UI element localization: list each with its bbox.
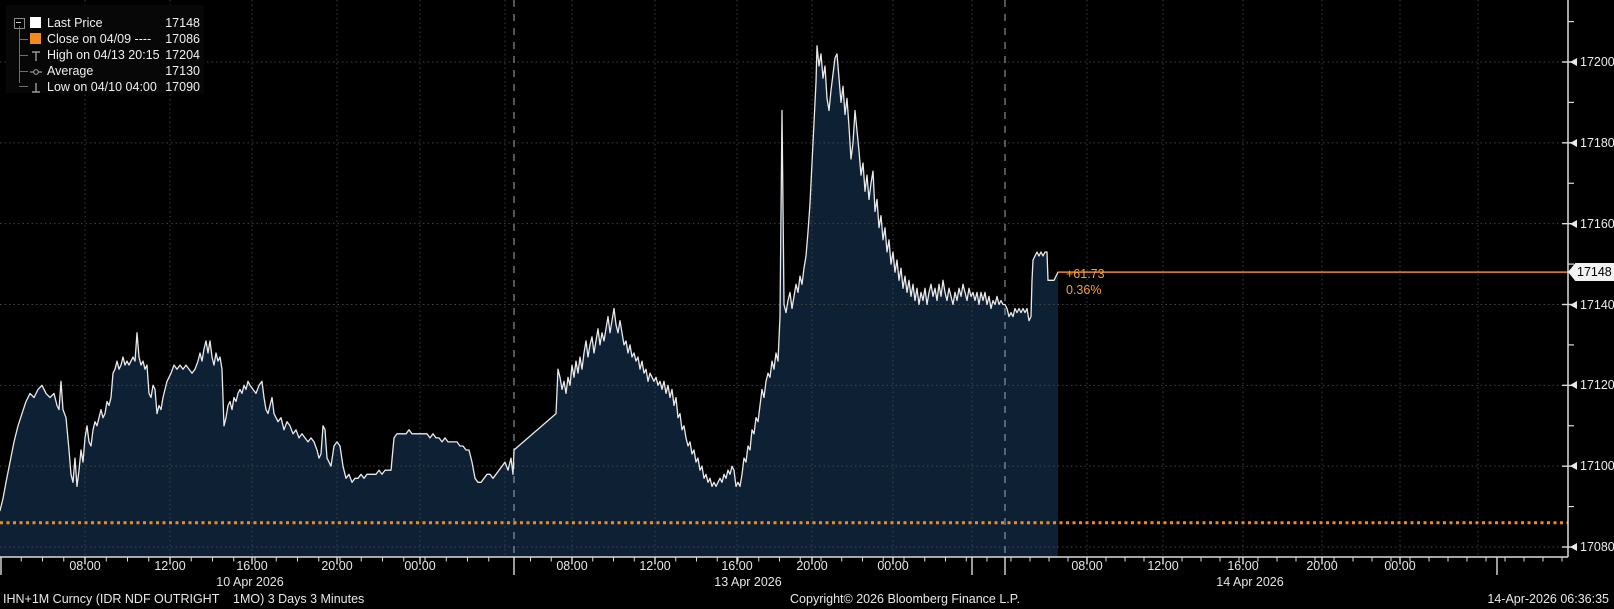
price-line bbox=[0, 45, 1059, 512]
last-price-swatch-icon bbox=[30, 17, 42, 29]
y-label-arrow-icon bbox=[1570, 381, 1577, 390]
legend-row-high[interactable]: High on 04/13 20:15 17204 bbox=[6, 47, 204, 63]
legend-value: 17130 bbox=[165, 64, 200, 78]
change-value: +61.73 bbox=[1066, 267, 1105, 281]
y-label-arrow-icon bbox=[1570, 138, 1577, 147]
legend-value: 17148 bbox=[165, 16, 200, 30]
x-tick-label: 08:00 bbox=[69, 559, 101, 573]
legend-label: Last Price bbox=[47, 16, 103, 30]
y-label-arrow-icon bbox=[1570, 58, 1577, 66]
close-swatch-icon bbox=[30, 33, 42, 45]
last-price-axis-tag[interactable]: 17148 bbox=[1568, 263, 1614, 281]
x-tick-label: 16:00 bbox=[236, 559, 268, 573]
x-tick-label: 16:00 bbox=[1227, 559, 1259, 573]
x-tick-label: 12:00 bbox=[639, 559, 671, 573]
x-tick-label: 00:00 bbox=[877, 559, 909, 573]
x-tick-label: 20:00 bbox=[796, 559, 828, 573]
y-axis-label: 17200 bbox=[1580, 55, 1614, 69]
legend-row-low[interactable]: Low on 04/10 04:00 17090 bbox=[6, 79, 204, 95]
legend-value: 17086 bbox=[165, 32, 200, 46]
x-tick-label: 08:00 bbox=[556, 559, 588, 573]
legend-row-last-price[interactable]: Last Price 17148 bbox=[6, 15, 204, 31]
x-tick-label: 00:00 bbox=[404, 559, 436, 573]
y-label-arrow-icon bbox=[1570, 462, 1577, 471]
date-label: 14 Apr 2026 bbox=[1216, 575, 1284, 589]
legend-label: Low on 04/10 04:00 bbox=[47, 80, 157, 94]
legend-row-average[interactable]: Average 17130 bbox=[6, 63, 204, 79]
legend-label: High on 04/13 20:15 bbox=[47, 48, 160, 62]
legend-label: Average bbox=[47, 64, 94, 78]
x-tick-label: 00:00 bbox=[1384, 559, 1416, 573]
legend-panel: Last Price 17148 Close on 04/09 ---- 170… bbox=[6, 5, 204, 95]
y-axis-label: 17140 bbox=[1580, 297, 1614, 312]
high-marker-icon bbox=[30, 49, 42, 61]
y-axis-label: 17100 bbox=[1580, 459, 1614, 474]
y-label-arrow-icon bbox=[1570, 219, 1577, 228]
legend-value: 17090 bbox=[165, 80, 200, 94]
y-label-arrow-icon bbox=[1570, 300, 1577, 309]
x-tick-label: 12:00 bbox=[154, 559, 186, 573]
date-label: 13 Apr 2026 bbox=[714, 575, 782, 589]
instrument-description: IHN+1M Curncy (IDR NDF OUTRIGHT 1MO) 3 D… bbox=[3, 592, 365, 606]
x-tick-label: 08:00 bbox=[1071, 559, 1103, 573]
current-datetime: 14-Apr-2026 06:36:35 bbox=[1487, 592, 1609, 606]
legend-value: 17204 bbox=[165, 48, 200, 62]
x-tick-label: 16:00 bbox=[721, 559, 753, 573]
legend-tree-line bbox=[19, 26, 20, 83]
bottom-info-bar: IHN+1M Curncy (IDR NDF OUTRIGHT 1MO) 3 D… bbox=[0, 592, 1614, 609]
x-tick-label: 20:00 bbox=[1306, 559, 1338, 573]
date-label: 10 Apr 2026 bbox=[216, 575, 284, 589]
low-marker-icon bbox=[30, 81, 42, 93]
x-tick-label: 12:00 bbox=[1147, 559, 1179, 573]
legend-label: Close on 04/09 ---- bbox=[47, 32, 152, 46]
x-tick-label: 20:00 bbox=[321, 559, 353, 573]
legend-row-close[interactable]: Close on 04/09 ---- 17086 bbox=[6, 31, 204, 47]
y-axis-label: 17120 bbox=[1580, 378, 1614, 393]
change-percent: 0.36% bbox=[1066, 283, 1102, 297]
price-area-fill bbox=[0, 45, 1058, 558]
copyright-text: Copyright© 2026 Bloomberg Finance L.P. bbox=[790, 592, 1020, 606]
last-price-annotation: +61.73 0.36% bbox=[1066, 266, 1105, 298]
average-marker-icon bbox=[30, 65, 42, 77]
y-axis-label: 17080 bbox=[1580, 540, 1614, 554]
y-axis-label: 17180 bbox=[1580, 135, 1614, 150]
y-label-arrow-icon bbox=[1570, 543, 1577, 551]
y-axis-label: 17160 bbox=[1580, 216, 1614, 231]
